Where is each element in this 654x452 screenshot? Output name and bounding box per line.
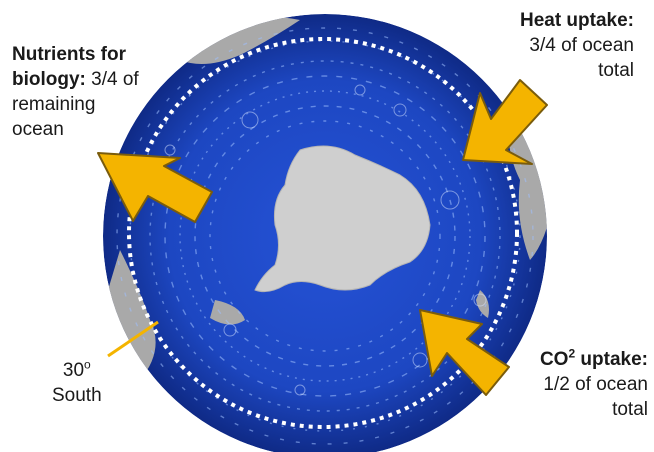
- heat-title: Heat uptake:: [519, 10, 634, 31]
- land-madagascar: [210, 300, 245, 325]
- nutrients-fraction: 3/4 of: [85, 69, 139, 90]
- co2-title-b: uptake:: [575, 349, 648, 370]
- land-africa: [105, 250, 156, 380]
- latitude-degree: o: [84, 357, 91, 372]
- latitude-pointer-line: [107, 320, 159, 358]
- co2-title-a: CO: [539, 349, 569, 370]
- co2-arrow: [419, 309, 510, 396]
- co2-line3: total: [612, 399, 648, 420]
- heat-label: Heat uptake: 3/4 of ocean total: [520, 8, 634, 83]
- latitude-line2: South: [52, 385, 102, 406]
- latitude-value: 30: [62, 360, 85, 381]
- co2-line2: 1/2 of ocean: [543, 374, 648, 395]
- land-australia: [508, 120, 547, 260]
- heat-arrow: [462, 79, 548, 165]
- antarctica: [254, 145, 431, 293]
- thirty-south-circle: [127, 37, 519, 429]
- co2-label: CO2 uptake: 1/2 of ocean total: [540, 347, 648, 422]
- nutrients-arrow: [97, 152, 213, 223]
- heat-line3: total: [598, 60, 634, 81]
- nutrients-title: Nutrients for: [12, 44, 126, 65]
- co2-title: CO2 uptake:: [539, 346, 648, 370]
- latitude-label: 30o South: [52, 358, 102, 408]
- co2-title-sup: 2: [568, 346, 576, 361]
- nutrients-line3: remaining: [12, 94, 96, 115]
- nutrients-title-2: biology:: [12, 69, 86, 90]
- nutrients-line4: ocean: [12, 119, 64, 140]
- heat-line2: 3/4 of ocean: [529, 35, 634, 56]
- nutrients-label: Nutrients for biology: 3/4 of remaining …: [12, 42, 139, 142]
